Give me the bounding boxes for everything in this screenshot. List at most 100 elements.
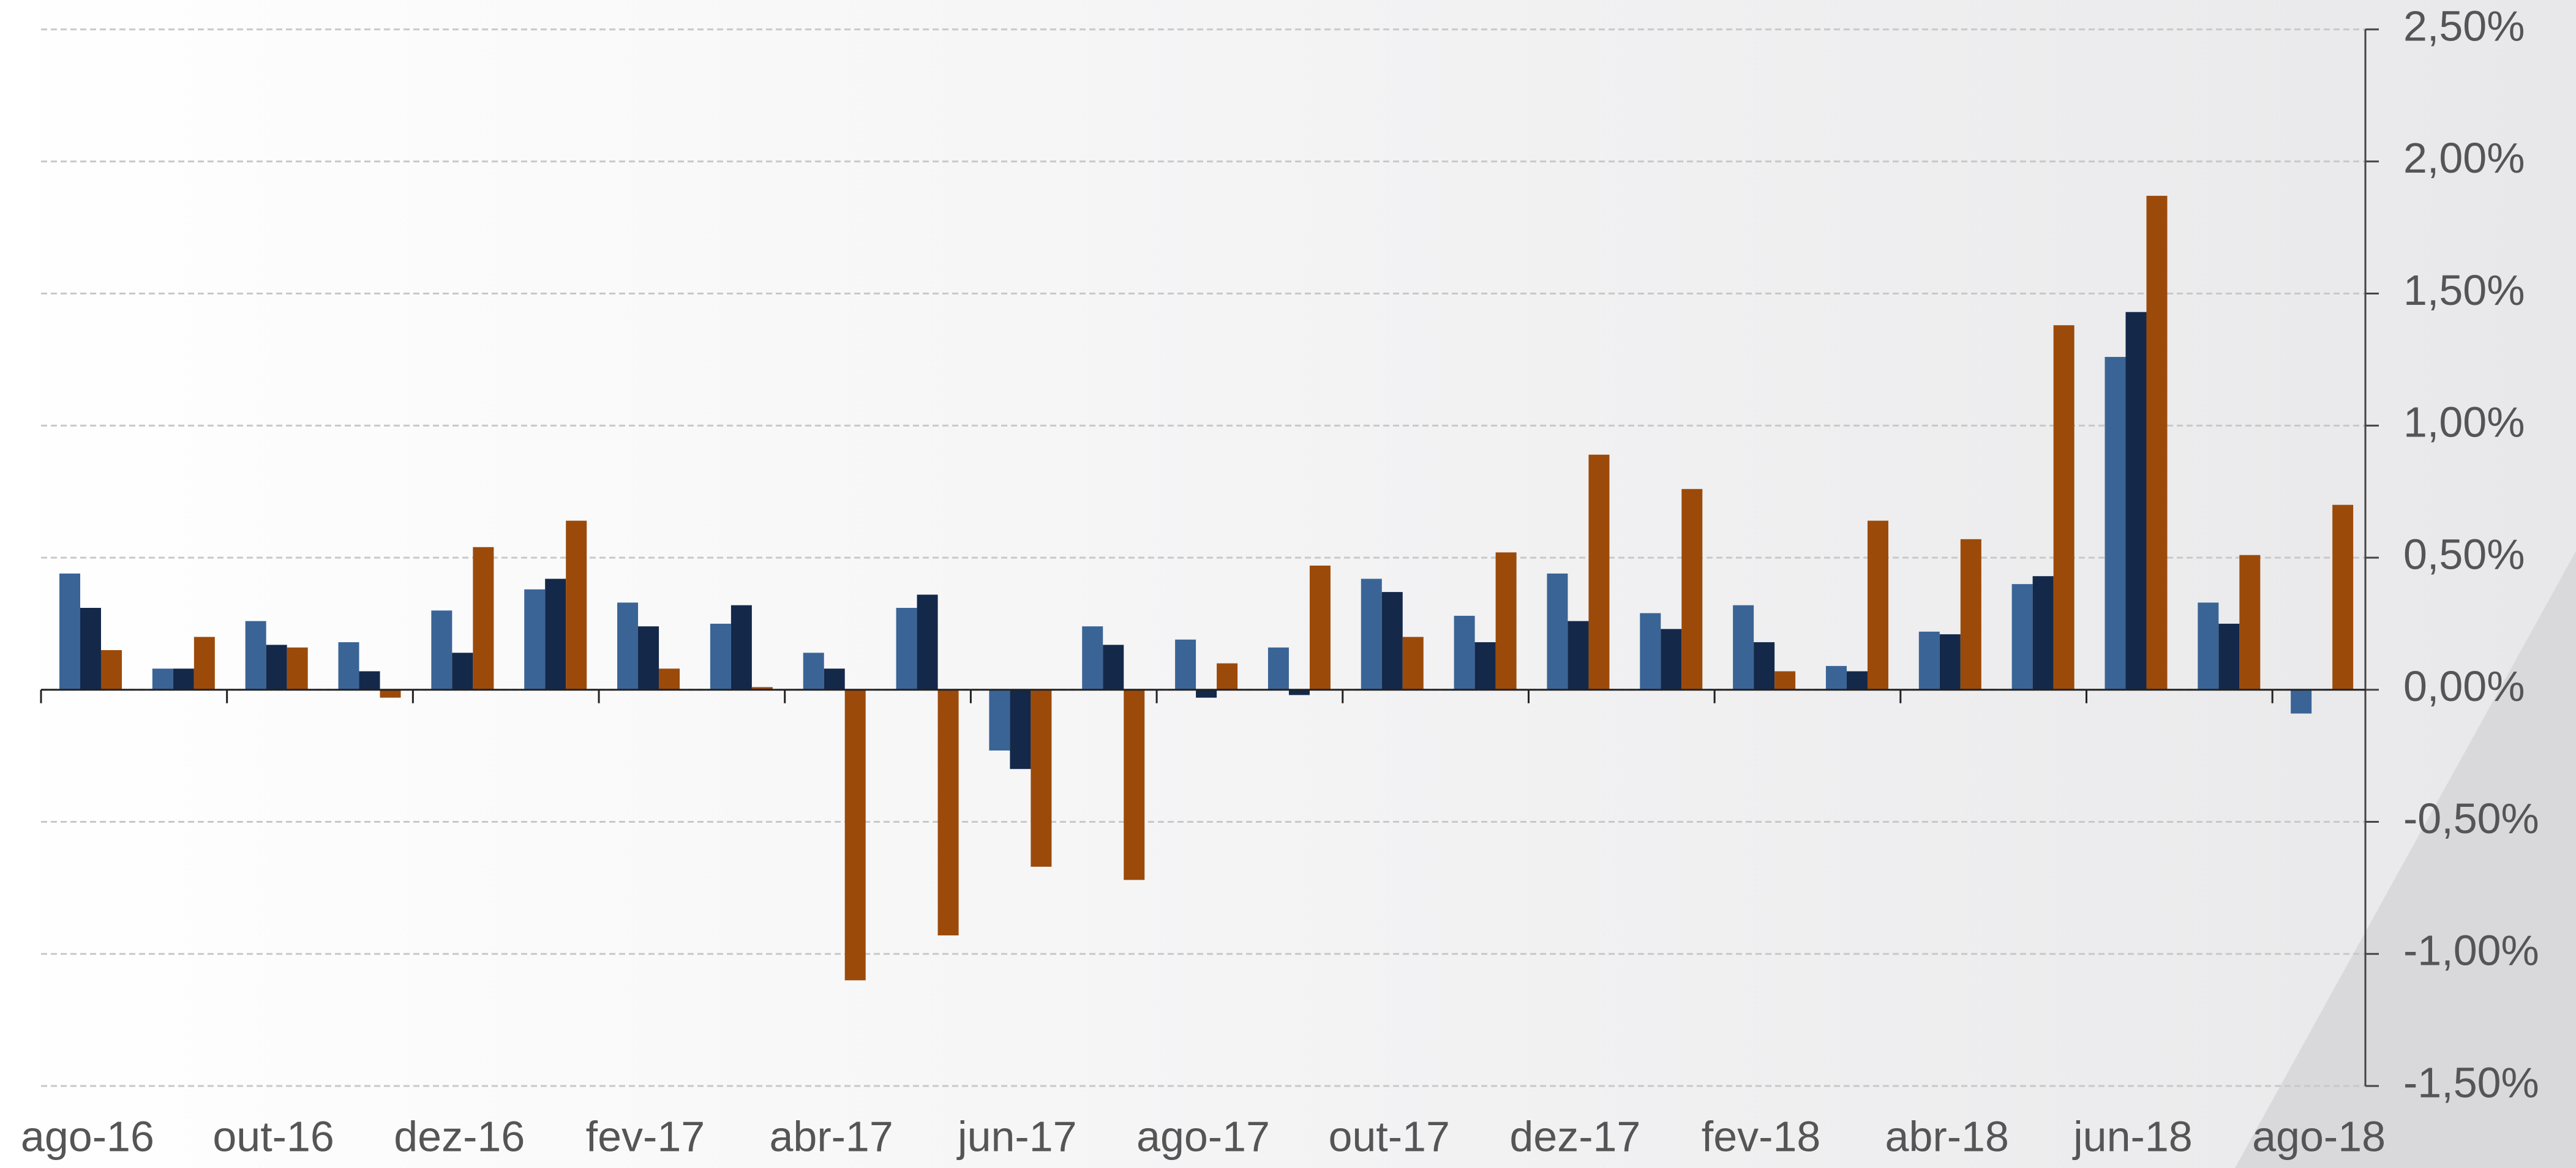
bar (1867, 520, 1888, 690)
bar (1402, 637, 1424, 690)
bar (1681, 489, 1703, 690)
bar (1103, 645, 1124, 690)
bar (1196, 689, 1217, 698)
bar (1010, 689, 1031, 769)
bar (1754, 642, 1775, 690)
y-tick-label: 2,50% (2403, 2, 2525, 50)
bar (2146, 195, 2168, 690)
bar (659, 668, 680, 690)
bar (2291, 689, 2312, 714)
bar (2198, 602, 2219, 690)
bar (80, 607, 101, 690)
y-tick-label: 0,50% (2403, 530, 2525, 578)
bar (730, 605, 752, 690)
bar (59, 573, 80, 690)
bar (803, 653, 824, 690)
bar (844, 689, 866, 981)
x-tick-label: ago-18 (2252, 1112, 2386, 1160)
bar (1474, 642, 1496, 690)
bar (824, 668, 845, 690)
bar (101, 650, 122, 690)
bar (1495, 552, 1517, 690)
x-tick-label: abr-18 (1885, 1112, 2009, 1160)
bar (1939, 634, 1961, 690)
bar (266, 645, 287, 690)
bar (359, 671, 380, 690)
bar (2125, 312, 2147, 690)
y-tick-label: 2,00% (2403, 134, 2525, 182)
bar (1031, 689, 1052, 867)
bar (710, 623, 731, 690)
bar (2105, 357, 2126, 690)
bar (287, 647, 308, 690)
bar (1217, 663, 1238, 690)
bar (937, 689, 959, 936)
x-tick-label: dez-17 (1509, 1112, 1640, 1160)
bar (1124, 689, 1145, 880)
bar (1454, 615, 1475, 690)
bar (1661, 629, 1682, 690)
bar (896, 607, 917, 690)
bar (431, 610, 452, 690)
bar (566, 520, 587, 690)
bar (152, 668, 173, 690)
bar (1175, 639, 1196, 690)
plot-area: -1,50% -1,00% -0,50% 0,00% 0,50% 1,00% 1,50% 2,… (21, 2, 2539, 1160)
bar (1640, 613, 1661, 690)
x-tick-label: ago-17 (1136, 1112, 1270, 1160)
y-tick-label: -1,50% (2403, 1058, 2539, 1106)
x-tick-label: fev-18 (1702, 1112, 1821, 1160)
bar (193, 637, 215, 690)
bar (452, 653, 473, 690)
y-tick-label: 0,00% (2403, 662, 2525, 710)
bar (2011, 584, 2033, 690)
bar (2239, 555, 2261, 690)
bar (245, 621, 266, 690)
bar (1288, 689, 1310, 695)
bar (1588, 454, 1610, 690)
x-tick-label: jun-17 (956, 1112, 1077, 1160)
bar (638, 626, 659, 690)
bar (1082, 626, 1103, 690)
bar (1267, 647, 1289, 690)
bar (2032, 576, 2054, 690)
bar (1960, 539, 1981, 690)
bar (917, 594, 938, 690)
bar (2053, 325, 2075, 690)
bar (989, 689, 1010, 751)
x-tick-label: out-17 (1328, 1112, 1449, 1160)
bar (1846, 671, 1868, 690)
decoration (2235, 551, 2576, 1168)
y-tick-label: -0,50% (2403, 795, 2539, 842)
bar (617, 602, 639, 690)
x-tick-label: out-16 (212, 1112, 334, 1160)
bar (524, 589, 546, 690)
bar (2332, 504, 2354, 690)
bar (1309, 565, 1331, 690)
bar (173, 668, 194, 690)
bar (473, 547, 494, 690)
x-tick-label: jun-18 (2072, 1112, 2193, 1160)
bar (1825, 665, 1847, 690)
bar (1918, 631, 1940, 690)
bar (338, 642, 359, 690)
x-tick-label: dez-16 (394, 1112, 525, 1160)
bar (751, 687, 773, 690)
bar (380, 689, 401, 698)
bar (545, 578, 566, 690)
x-tick-label: abr-17 (769, 1112, 893, 1160)
bar (1733, 605, 1754, 690)
y-tick-label: 1,00% (2403, 399, 2525, 446)
x-tick-label: ago-16 (21, 1112, 154, 1160)
bar (1381, 592, 1403, 690)
bar (2218, 623, 2240, 690)
bar (1547, 573, 1568, 690)
bar (1568, 621, 1589, 690)
bar (1361, 578, 1382, 690)
x-tick-label: fev-17 (586, 1112, 705, 1160)
bar (1774, 671, 1796, 690)
y-tick-label: -1,00% (2403, 927, 2539, 975)
y-tick-label: 1,50% (2403, 266, 2525, 314)
